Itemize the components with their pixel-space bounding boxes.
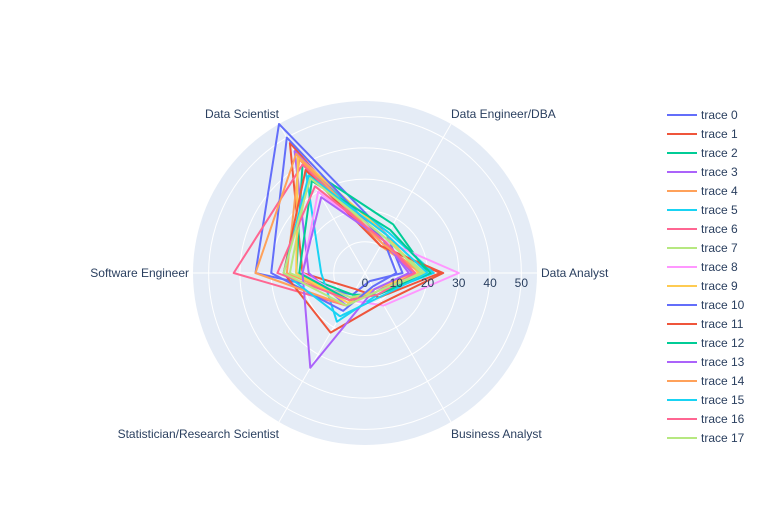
- legend-label: trace 4: [701, 184, 738, 198]
- legend-item[interactable]: trace 6: [667, 222, 738, 236]
- legend[interactable]: trace 0 trace 1 trace 2 trace 3 trace 4 trace…: [667, 108, 745, 445]
- legend-item[interactable]: trace 14: [667, 374, 745, 388]
- legend-item[interactable]: trace 17: [667, 431, 745, 445]
- axis-label-5: Business Analyst: [451, 427, 542, 441]
- legend-label: trace 11: [701, 317, 744, 331]
- series-line-17: [282, 177, 423, 307]
- radial-tick-label: 30: [452, 276, 466, 290]
- legend-label: trace 6: [701, 222, 738, 236]
- legend-label: trace 13: [701, 355, 745, 369]
- radial-tick-label: 20: [421, 276, 435, 290]
- radial-tick-label: 10: [390, 276, 404, 290]
- axis-label-3: Software Engineer: [90, 266, 189, 280]
- axis-label-4: Statistician/Research Scientist: [118, 427, 280, 441]
- legend-item[interactable]: trace 16: [667, 412, 745, 426]
- radial-tick-label: 40: [483, 276, 497, 290]
- legend-label: trace 3: [701, 165, 738, 179]
- legend-label: trace 7: [701, 241, 738, 255]
- legend-label: trace 5: [701, 203, 738, 217]
- legend-item[interactable]: trace 7: [667, 241, 738, 255]
- legend-label: trace 1: [701, 127, 738, 141]
- legend-label: trace 0: [701, 108, 738, 122]
- legend-item[interactable]: trace 5: [667, 203, 738, 217]
- legend-item[interactable]: trace 1: [667, 127, 738, 141]
- legend-item[interactable]: trace 0: [667, 108, 738, 122]
- legend-item[interactable]: trace 8: [667, 260, 738, 274]
- angular-axis-labels: Data Analyst Data Engineer/DBA Data Scient…: [90, 107, 609, 441]
- legend-item[interactable]: trace 3: [667, 165, 738, 179]
- legend-label: trace 10: [701, 298, 745, 312]
- legend-label: trace 12: [701, 336, 745, 350]
- radial-tick-label: 50: [515, 276, 529, 290]
- axis-label-1: Data Engineer/DBA: [451, 107, 556, 121]
- legend-label: trace 8: [701, 260, 738, 274]
- traces: [232, 123, 460, 369]
- legend-label: trace 2: [701, 146, 738, 160]
- legend-label: trace 14: [701, 374, 745, 388]
- radial-tick-label: 0: [362, 276, 369, 290]
- legend-label: trace 17: [701, 431, 745, 445]
- legend-item[interactable]: trace 11: [667, 317, 744, 331]
- legend-label: trace 16: [701, 412, 745, 426]
- legend-item[interactable]: trace 4: [667, 184, 738, 198]
- series-line-16: [276, 185, 416, 302]
- legend-item[interactable]: trace 10: [667, 298, 745, 312]
- legend-item[interactable]: trace 13: [667, 355, 745, 369]
- axis-label-2: Data Scientist: [205, 107, 280, 121]
- legend-label: trace 15: [701, 393, 745, 407]
- legend-item[interactable]: trace 12: [667, 336, 745, 350]
- legend-item[interactable]: trace 2: [667, 146, 738, 160]
- legend-item[interactable]: trace 9: [667, 279, 738, 293]
- radial-tick-labels: 0 10 20 30 40 50: [362, 276, 529, 290]
- axis-label-0: Data Analyst: [541, 266, 609, 280]
- legend-item[interactable]: trace 15: [667, 393, 745, 407]
- grid-spoke: [364, 123, 452, 274]
- legend-label: trace 9: [701, 279, 738, 293]
